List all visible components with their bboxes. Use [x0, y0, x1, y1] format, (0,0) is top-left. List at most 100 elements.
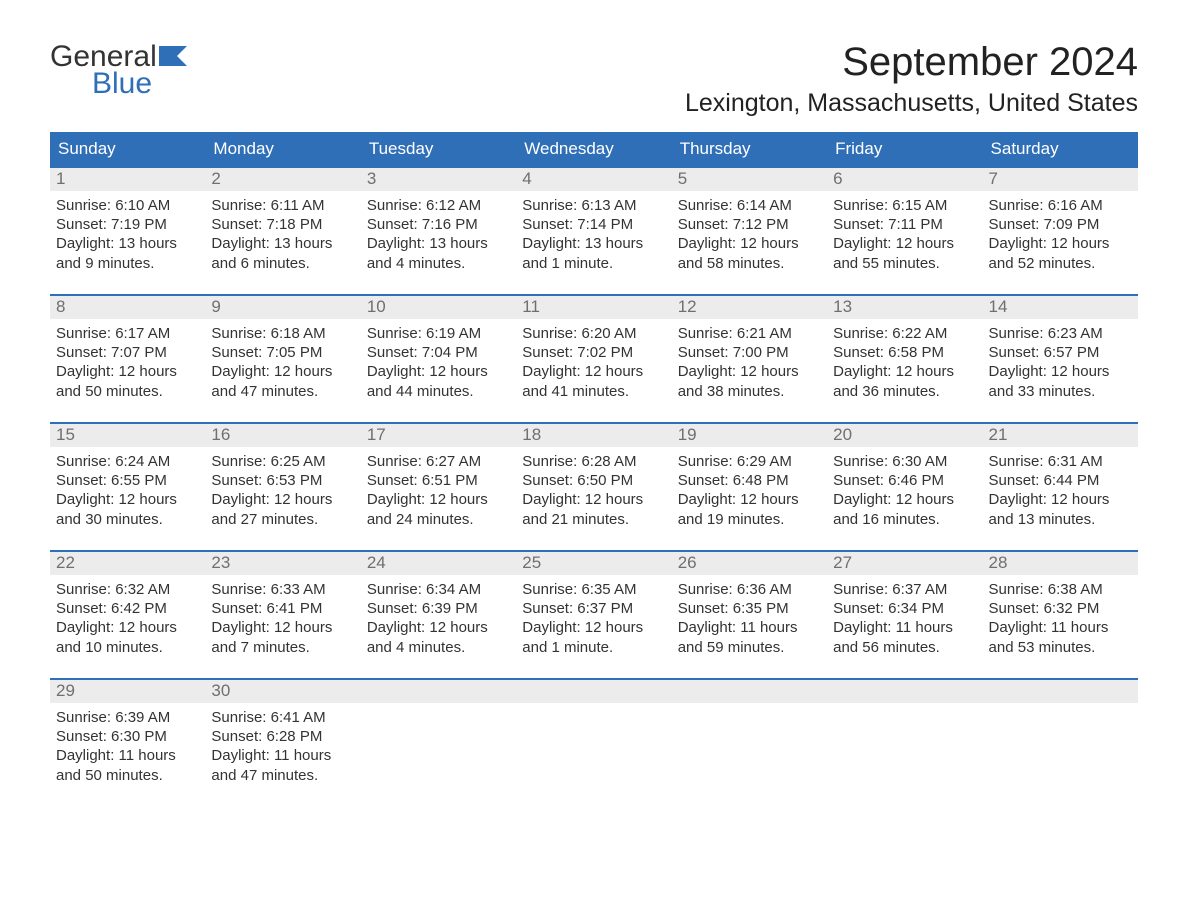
day-daylight1: Daylight: 12 hours	[678, 362, 821, 381]
day-daylight2: and 24 minutes.	[367, 510, 510, 529]
calendar-day: 8Sunrise: 6:17 AMSunset: 7:07 PMDaylight…	[50, 296, 205, 408]
day-number: 14	[983, 296, 1138, 319]
day-sunset: Sunset: 7:18 PM	[211, 215, 354, 234]
day-body: Sunrise: 6:41 AMSunset: 6:28 PMDaylight:…	[205, 703, 360, 789]
calendar-day: 22Sunrise: 6:32 AMSunset: 6:42 PMDayligh…	[50, 552, 205, 664]
day-sunrise: Sunrise: 6:38 AM	[989, 580, 1132, 599]
day-sunset: Sunset: 7:14 PM	[522, 215, 665, 234]
day-sunrise: Sunrise: 6:14 AM	[678, 196, 821, 215]
day-number	[516, 680, 671, 703]
day-number: 6	[827, 168, 982, 191]
calendar-day: 17Sunrise: 6:27 AMSunset: 6:51 PMDayligh…	[361, 424, 516, 536]
day-daylight2: and 33 minutes.	[989, 382, 1132, 401]
day-sunrise: Sunrise: 6:16 AM	[989, 196, 1132, 215]
brand-logo: General Blue	[50, 40, 187, 100]
calendar-header-row: SundayMondayTuesdayWednesdayThursdayFrid…	[50, 132, 1138, 166]
day-body: Sunrise: 6:31 AMSunset: 6:44 PMDaylight:…	[983, 447, 1138, 533]
day-body: Sunrise: 6:33 AMSunset: 6:41 PMDaylight:…	[205, 575, 360, 661]
day-sunrise: Sunrise: 6:37 AM	[833, 580, 976, 599]
flag-icon	[159, 40, 187, 73]
day-number: 8	[50, 296, 205, 319]
calendar-week: 29Sunrise: 6:39 AMSunset: 6:30 PMDayligh…	[50, 678, 1138, 792]
day-body: Sunrise: 6:19 AMSunset: 7:04 PMDaylight:…	[361, 319, 516, 405]
calendar-week: 22Sunrise: 6:32 AMSunset: 6:42 PMDayligh…	[50, 550, 1138, 664]
calendar-day: 18Sunrise: 6:28 AMSunset: 6:50 PMDayligh…	[516, 424, 671, 536]
calendar-week: 1Sunrise: 6:10 AMSunset: 7:19 PMDaylight…	[50, 166, 1138, 280]
day-sunrise: Sunrise: 6:36 AM	[678, 580, 821, 599]
day-sunrise: Sunrise: 6:20 AM	[522, 324, 665, 343]
day-sunrise: Sunrise: 6:32 AM	[56, 580, 199, 599]
day-sunset: Sunset: 6:39 PM	[367, 599, 510, 618]
day-daylight2: and 52 minutes.	[989, 254, 1132, 273]
day-body: Sunrise: 6:39 AMSunset: 6:30 PMDaylight:…	[50, 703, 205, 789]
calendar-day: 3Sunrise: 6:12 AMSunset: 7:16 PMDaylight…	[361, 168, 516, 280]
calendar-day: 13 Sunrise: 6:22 AMSunset: 6:58 PMDayligh…	[827, 296, 982, 408]
calendar-day: 23Sunrise: 6:33 AMSunset: 6:41 PMDayligh…	[205, 552, 360, 664]
day-daylight2: and 50 minutes.	[56, 766, 199, 785]
day-sunset: Sunset: 6:53 PM	[211, 471, 354, 490]
day-sunset: Sunset: 6:37 PM	[522, 599, 665, 618]
day-body: Sunrise: 6:38 AMSunset: 6:32 PMDaylight:…	[983, 575, 1138, 661]
month-title: September 2024	[685, 40, 1138, 85]
day-daylight1: Daylight: 12 hours	[678, 490, 821, 509]
day-body: Sunrise: 6:27 AMSunset: 6:51 PMDaylight:…	[361, 447, 516, 533]
calendar-day	[672, 680, 827, 792]
day-body: Sunrise: 6:34 AMSunset: 6:39 PMDaylight:…	[361, 575, 516, 661]
calendar-day	[516, 680, 671, 792]
day-body: Sunrise: 6:14 AMSunset: 7:12 PMDaylight:…	[672, 191, 827, 277]
day-daylight2: and 19 minutes.	[678, 510, 821, 529]
day-sunset: Sunset: 7:05 PM	[211, 343, 354, 362]
day-number: 17	[361, 424, 516, 447]
day-sunrise: Sunrise: 6:19 AM	[367, 324, 510, 343]
day-sunrise: Sunrise: 6:34 AM	[367, 580, 510, 599]
calendar-day	[983, 680, 1138, 792]
day-sunset: Sunset: 7:04 PM	[367, 343, 510, 362]
day-number: 3	[361, 168, 516, 191]
weekday-header: Friday	[827, 132, 982, 166]
day-daylight1: Daylight: 11 hours	[211, 746, 354, 765]
day-number: 4	[516, 168, 671, 191]
day-number: 30	[205, 680, 360, 703]
day-sunset: Sunset: 6:55 PM	[56, 471, 199, 490]
calendar-day: 25Sunrise: 6:35 AMSunset: 6:37 PMDayligh…	[516, 552, 671, 664]
day-daylight1: Daylight: 12 hours	[367, 490, 510, 509]
calendar-day: 24Sunrise: 6:34 AMSunset: 6:39 PMDayligh…	[361, 552, 516, 664]
calendar-day: 6Sunrise: 6:15 AMSunset: 7:11 PMDaylight…	[827, 168, 982, 280]
day-body: Sunrise: 6:11 AMSunset: 7:18 PMDaylight:…	[205, 191, 360, 277]
day-sunrise: Sunrise: 6:30 AM	[833, 452, 976, 471]
day-number: 13	[827, 296, 982, 319]
day-body: Sunrise: 6:21 AMSunset: 7:00 PMDaylight:…	[672, 319, 827, 405]
day-sunrise: Sunrise: 6:22 AM	[833, 324, 976, 343]
day-daylight2: and 56 minutes.	[833, 638, 976, 657]
header: General Blue September 2024 Lexington, M…	[50, 40, 1138, 118]
day-daylight1: Daylight: 11 hours	[678, 618, 821, 637]
calendar-day: 7Sunrise: 6:16 AMSunset: 7:09 PMDaylight…	[983, 168, 1138, 280]
day-sunset: Sunset: 6:46 PM	[833, 471, 976, 490]
day-number	[827, 680, 982, 703]
calendar-day: 11Sunrise: 6:20 AMSunset: 7:02 PMDayligh…	[516, 296, 671, 408]
day-sunset: Sunset: 7:07 PM	[56, 343, 199, 362]
day-body: Sunrise: 6:29 AMSunset: 6:48 PMDaylight:…	[672, 447, 827, 533]
day-body: Sunrise: 6:24 AMSunset: 6:55 PMDaylight:…	[50, 447, 205, 533]
day-daylight1: Daylight: 12 hours	[56, 362, 199, 381]
day-sunset: Sunset: 6:58 PM	[833, 343, 976, 362]
calendar-day: 4Sunrise: 6:13 AMSunset: 7:14 PMDaylight…	[516, 168, 671, 280]
day-sunset: Sunset: 6:35 PM	[678, 599, 821, 618]
day-daylight2: and 36 minutes.	[833, 382, 976, 401]
day-daylight2: and 1 minute.	[522, 638, 665, 657]
day-number	[361, 680, 516, 703]
weekday-header: Saturday	[983, 132, 1138, 166]
day-daylight1: Daylight: 12 hours	[833, 362, 976, 381]
day-sunrise: Sunrise: 6:41 AM	[211, 708, 354, 727]
day-body: Sunrise: 6:36 AMSunset: 6:35 PMDaylight:…	[672, 575, 827, 661]
calendar-day	[827, 680, 982, 792]
day-daylight1: Daylight: 12 hours	[56, 618, 199, 637]
day-number	[983, 680, 1138, 703]
day-number: 16	[205, 424, 360, 447]
day-sunset: Sunset: 6:44 PM	[989, 471, 1132, 490]
calendar-day: 15Sunrise: 6:24 AMSunset: 6:55 PMDayligh…	[50, 424, 205, 536]
day-sunrise: Sunrise: 6:28 AM	[522, 452, 665, 471]
day-number: 22	[50, 552, 205, 575]
calendar-day: 21Sunrise: 6:31 AMSunset: 6:44 PMDayligh…	[983, 424, 1138, 536]
day-sunset: Sunset: 6:48 PM	[678, 471, 821, 490]
